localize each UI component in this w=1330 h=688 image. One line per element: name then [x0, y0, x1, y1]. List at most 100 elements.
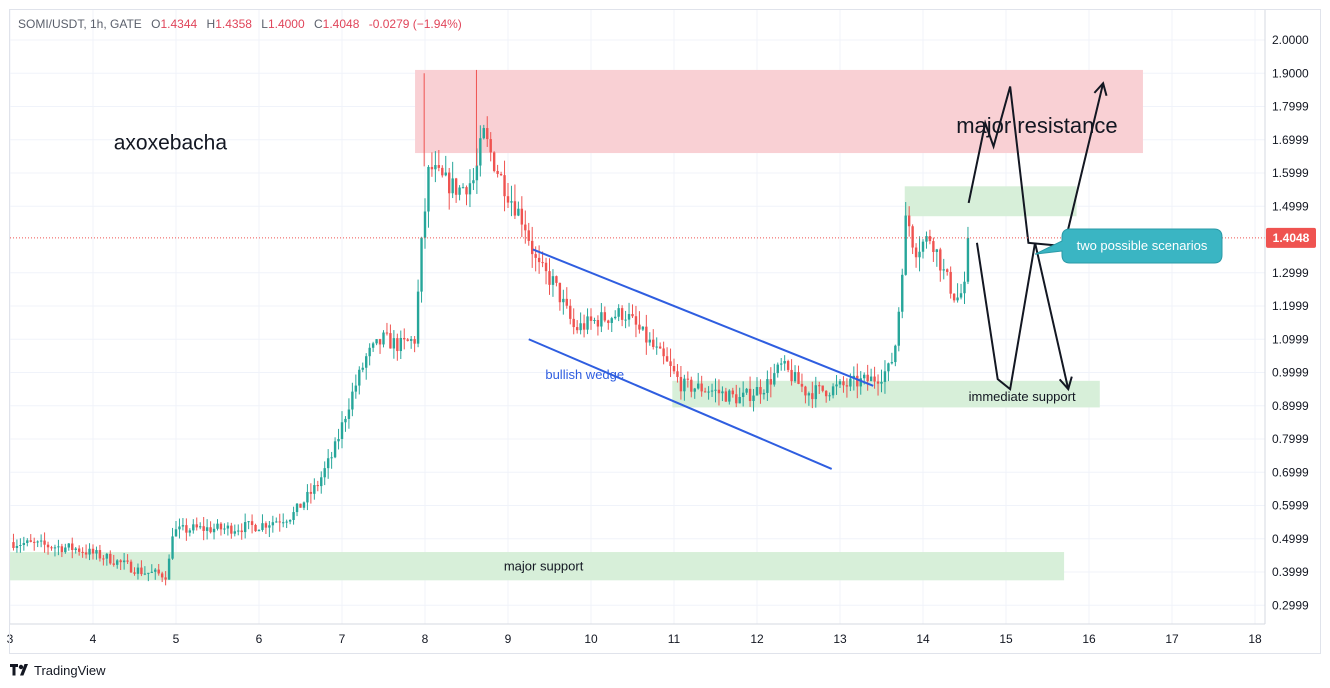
candle-body [710, 390, 714, 392]
candle-body [876, 381, 880, 384]
candle [57, 539, 60, 556]
candle-body [423, 211, 427, 238]
candle-body [344, 418, 347, 423]
candle [946, 268, 949, 276]
candle [50, 545, 53, 551]
candle [461, 183, 465, 189]
candle-body [347, 409, 351, 419]
candle [672, 358, 676, 375]
candle-body [102, 558, 105, 560]
candle-body [783, 361, 786, 364]
candle-body [261, 523, 264, 530]
candle-body [119, 560, 122, 563]
candle [250, 514, 254, 534]
candle [748, 376, 752, 407]
time-tick: 10 [584, 632, 598, 646]
candle-body [316, 485, 319, 487]
candle [275, 517, 278, 523]
candle-body [160, 573, 164, 578]
candle [406, 338, 409, 342]
candle-body [665, 356, 669, 362]
candle-body [776, 364, 779, 374]
candle [918, 236, 921, 272]
candle [703, 387, 707, 393]
candle-body [510, 201, 513, 203]
candle [686, 371, 690, 388]
candle-body [845, 385, 849, 387]
candle [724, 387, 728, 402]
candle-body [288, 519, 292, 522]
candle-body [686, 378, 690, 380]
candle [496, 164, 499, 178]
candle [423, 198, 427, 249]
candle [524, 210, 527, 244]
candle [285, 519, 288, 529]
candle-body [620, 308, 624, 320]
candle-body [641, 326, 645, 330]
price-tick: 1.7999 [1272, 100, 1309, 114]
candle-body [164, 577, 167, 580]
candle-body [185, 525, 188, 533]
candle [479, 125, 482, 177]
candle [697, 372, 700, 390]
candle-body [897, 311, 900, 346]
candle [952, 293, 956, 303]
candle-body [790, 369, 793, 382]
candle-body [250, 521, 254, 525]
candle [143, 566, 147, 576]
candle [949, 266, 952, 299]
candle [641, 326, 645, 331]
candle-body [43, 540, 46, 545]
candle-body [824, 390, 828, 397]
candle-body [645, 326, 648, 343]
candle-body [129, 561, 133, 573]
candle [866, 364, 869, 391]
candle [824, 390, 828, 403]
candle [631, 304, 634, 318]
tradingview-footer[interactable]: TradingView [10, 661, 106, 679]
candle-body [202, 526, 205, 531]
candle [766, 370, 769, 401]
candle-body [835, 384, 838, 387]
candle-body [240, 530, 243, 533]
candle [814, 376, 817, 408]
price-tick: 0.8999 [1272, 399, 1309, 413]
candle-body [586, 316, 589, 330]
candle-body [36, 541, 39, 543]
candle-body [368, 347, 371, 357]
candle [427, 165, 430, 228]
candle [288, 519, 292, 525]
resistance-label: major resistance [956, 113, 1117, 138]
candle-body [887, 363, 890, 372]
candle [448, 167, 451, 210]
candle-body [188, 530, 192, 533]
candle [129, 559, 133, 573]
candle-body [413, 339, 416, 344]
candle [53, 544, 57, 557]
candle-body [551, 276, 555, 285]
candle-body [828, 395, 831, 397]
candle [60, 543, 64, 558]
candle-body [728, 390, 731, 402]
candle-body [437, 165, 441, 168]
candle-body [873, 376, 876, 382]
candle-body [513, 201, 517, 216]
time-tick: 9 [505, 632, 512, 646]
candle-body [458, 187, 461, 195]
candle-body [762, 392, 766, 395]
candle [700, 375, 703, 397]
candle [205, 519, 209, 540]
price-tick: 2.0000 [1272, 33, 1309, 47]
candle-body [67, 543, 70, 548]
candle [627, 302, 631, 327]
candle-body [275, 521, 278, 523]
time-tick: 7 [339, 632, 346, 646]
candle [963, 271, 966, 305]
candle-body [918, 251, 921, 258]
candle [638, 311, 641, 334]
candle-body [219, 523, 223, 530]
candle [662, 341, 665, 365]
zone-major-support [10, 552, 1065, 581]
candle-body [890, 362, 894, 364]
